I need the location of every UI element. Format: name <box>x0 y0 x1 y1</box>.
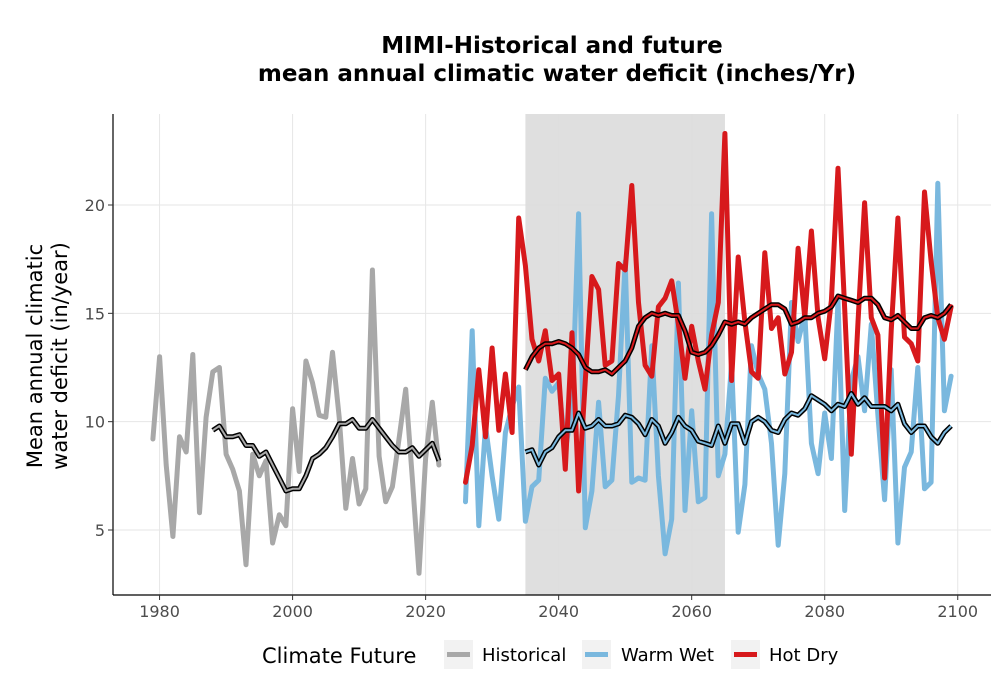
x-tick-label: 2060 <box>671 602 712 621</box>
rolling-mean-outline-historical <box>211 417 442 494</box>
chart-title-line2: mean annual climatic water deficit (inch… <box>258 61 856 87</box>
y-tick-label: 5 <box>95 521 105 540</box>
rolling-mean-line-hot-dry <box>524 295 952 375</box>
rolling-mean-line-historical <box>212 418 440 492</box>
rolling-mean-line-warm-wet <box>525 392 952 466</box>
plot-area: 1980 2000 2020 2040 2060 2080 2100 5 10 15 20 <box>85 114 991 621</box>
chart-title-line1: MIMI-Historical and future <box>381 33 722 59</box>
x-tick-label: 2100 <box>937 602 978 621</box>
y-tick-label: 20 <box>85 196 105 215</box>
y-axis-title-line1: Mean annual climatic <box>23 244 47 468</box>
legend-label-hot-dry: Hot Dry <box>769 645 839 666</box>
legend: Climate Future Historical Warm Wet Hot D… <box>262 640 839 669</box>
y-tick-label: 10 <box>85 413 105 432</box>
y-axis-title-line2: water deficit (in/year) <box>48 242 72 470</box>
legend-label-historical: Historical <box>482 645 566 666</box>
y-tick-label: 15 <box>85 304 105 323</box>
x-tick-label: 2000 <box>272 602 313 621</box>
x-tick-label: 1980 <box>139 602 180 621</box>
x-tick-label: 2040 <box>538 602 579 621</box>
x-tick-label: 2020 <box>405 602 446 621</box>
x-tick-label: 2080 <box>804 602 845 621</box>
series-line-historical <box>150 267 442 576</box>
legend-title: Climate Future <box>262 644 416 668</box>
legend-label-warm-wet: Warm Wet <box>621 645 714 666</box>
